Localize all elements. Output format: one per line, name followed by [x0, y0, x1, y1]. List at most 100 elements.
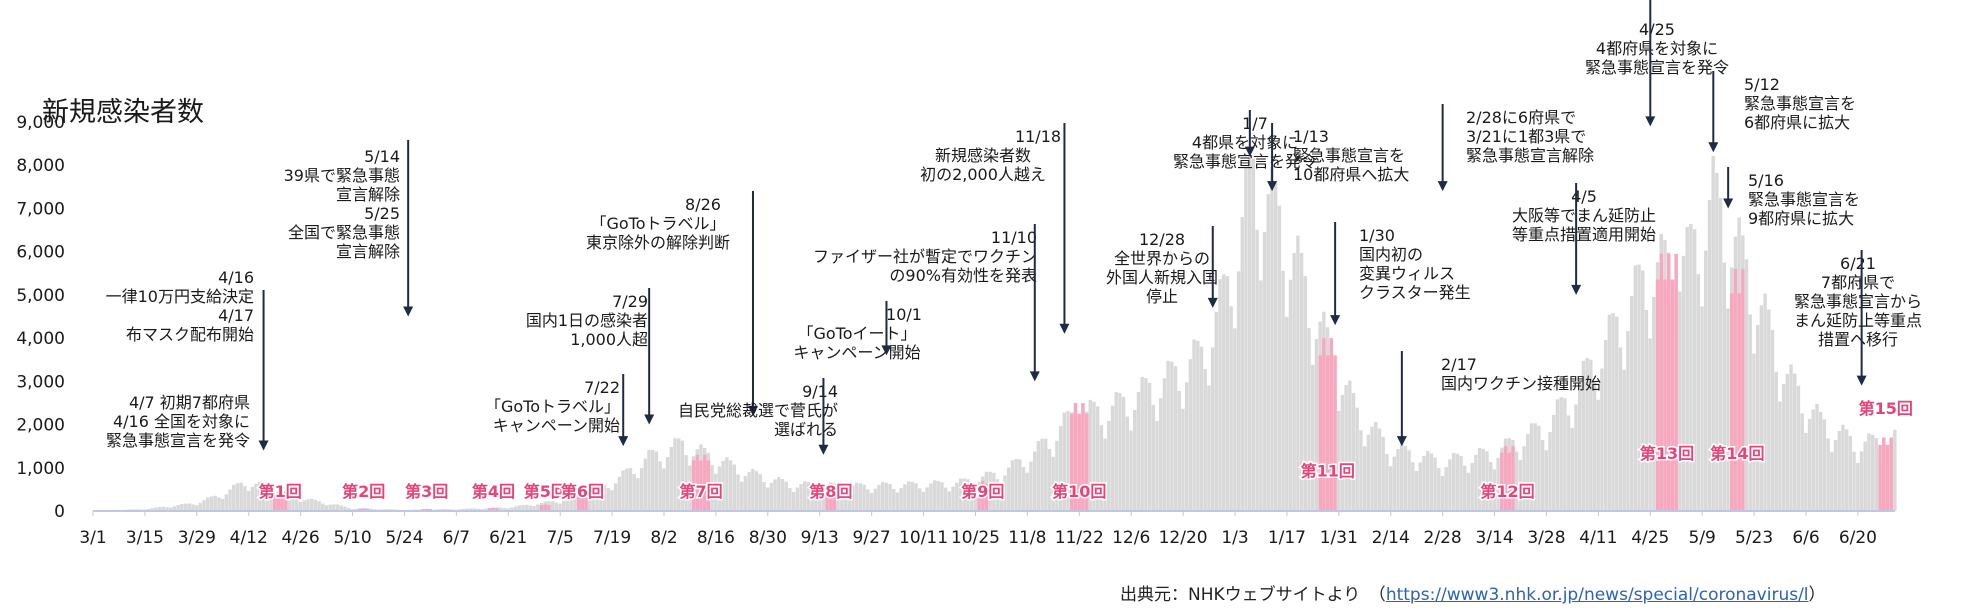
highlight-bars — [272, 253, 1893, 511]
y-tick-label: 6,000 — [16, 243, 65, 263]
highlight-bar — [365, 508, 370, 511]
bar — [1285, 316, 1289, 511]
bar — [217, 497, 221, 511]
bar — [932, 480, 937, 511]
annotation-line: 11/10 — [991, 228, 1037, 247]
bar — [1118, 392, 1122, 511]
bar — [999, 483, 1003, 511]
annotation-arrowhead — [818, 444, 829, 455]
bar — [506, 508, 510, 511]
annotation-line: 1/30 — [1359, 226, 1395, 245]
bar — [1114, 392, 1118, 511]
bar — [936, 480, 940, 511]
annotation-line: の90%有効性を発表 — [889, 266, 1037, 285]
source-suffix: ） — [1808, 585, 1826, 605]
bar — [484, 508, 488, 511]
bar — [714, 473, 718, 511]
x-tick-label: 10/25 — [951, 528, 1000, 548]
bar — [1388, 466, 1393, 511]
highlight-bar — [1077, 413, 1081, 511]
y-tick-label: 7,000 — [16, 199, 65, 219]
annotation-arrowhead — [1437, 181, 1448, 192]
bar — [688, 465, 692, 511]
bar — [1622, 369, 1626, 511]
bar — [1581, 360, 1586, 511]
bar — [1633, 265, 1637, 511]
bar — [476, 508, 481, 511]
annotation-line: 緊急事態宣言から — [1794, 292, 1922, 311]
bar — [1707, 200, 1712, 511]
bar — [573, 495, 577, 511]
y-tick-label: 2,000 — [16, 416, 65, 436]
bar — [1841, 424, 1845, 511]
bar — [1863, 441, 1867, 511]
bar — [550, 501, 555, 511]
source-link[interactable]: https://www3.nhk.or.jp/news/special/coro… — [1385, 585, 1809, 605]
highlight-bar — [984, 483, 989, 511]
bar — [743, 476, 748, 511]
bar — [1129, 430, 1133, 511]
annotation: 7/22「GoToトラベル」キャンペーン開始 — [485, 374, 629, 447]
bar — [524, 504, 529, 511]
bar — [854, 482, 859, 511]
bar — [1459, 455, 1463, 511]
bar — [588, 494, 592, 511]
bar — [1099, 425, 1104, 511]
bar — [1870, 434, 1875, 511]
bar — [243, 486, 247, 511]
bar — [532, 506, 536, 511]
bar — [1796, 385, 1801, 511]
bar — [1407, 450, 1411, 511]
bar — [1563, 398, 1567, 511]
bar — [851, 485, 855, 511]
bar — [183, 503, 188, 511]
bar — [1051, 456, 1055, 511]
bar — [228, 489, 232, 511]
annotation-line: 1,000人超 — [570, 330, 648, 349]
bar — [1789, 364, 1793, 511]
annotation-arrowhead — [1207, 297, 1218, 308]
highlight-bar — [1511, 446, 1515, 511]
bar — [1485, 451, 1489, 511]
highlight-bar — [699, 460, 703, 511]
annotation-line: 3/21に1都3県で — [1466, 127, 1586, 146]
bar — [369, 508, 373, 511]
bar — [1044, 438, 1048, 511]
bar — [1121, 396, 1126, 511]
annotation-line: 緊急事態宣言を発令 — [1173, 152, 1317, 171]
bar — [1696, 274, 1701, 511]
bar — [194, 505, 199, 511]
bar — [969, 484, 974, 511]
bar — [725, 457, 729, 511]
bar — [591, 491, 596, 511]
bar — [1040, 438, 1044, 511]
highlight-bar — [1889, 437, 1893, 511]
highlight-label: 第10回 — [1052, 482, 1106, 501]
highlight-bar — [361, 508, 366, 511]
bar — [1874, 438, 1879, 511]
bar — [198, 502, 203, 511]
bar — [1151, 405, 1155, 511]
bar — [888, 484, 892, 511]
bar — [558, 503, 562, 511]
bar — [502, 508, 507, 511]
highlight-label: 第5回 — [524, 482, 567, 501]
bar — [1218, 279, 1222, 511]
bar — [161, 506, 165, 511]
annotation-line: まん延防止等重点 — [1794, 311, 1922, 330]
bar — [1600, 368, 1604, 511]
bar — [1800, 413, 1804, 511]
bar — [224, 494, 229, 511]
bar — [1177, 391, 1181, 511]
bar — [1629, 296, 1634, 511]
bar — [287, 493, 292, 511]
annotation-arrowhead — [1571, 284, 1582, 295]
bar — [988, 471, 992, 511]
x-tick-label: 4/26 — [282, 528, 320, 548]
bar — [1247, 157, 1252, 511]
bar — [925, 487, 929, 511]
annotation: 8/26「GoToトラベル」東京除外の解除判断 — [586, 191, 758, 416]
bar — [1292, 252, 1296, 512]
bar — [1451, 453, 1456, 511]
